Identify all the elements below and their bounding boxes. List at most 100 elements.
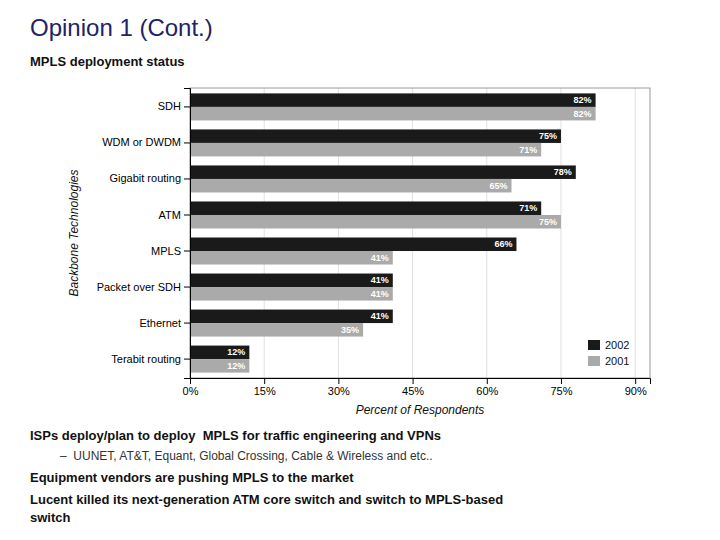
x-tick-mark [264,378,265,384]
x-axis-title: Percent of Respondents [356,403,485,417]
y-tick-label: ATM [159,209,181,221]
x-tick-label: 30% [328,385,350,397]
x-axis: 0% 15% 30% 45% 60% 75% 90% [183,378,651,397]
x-tick-label: 15% [254,385,276,397]
data-label: 41% [371,275,389,285]
y-tick: Terabit routing [111,353,190,365]
data-label: 78% [554,167,572,177]
y-tick-label: Ethernet [139,317,181,329]
annotation-line: switch [30,510,71,525]
x-tick-mark [338,378,339,384]
y-tick: ATM [159,209,190,221]
legend-item: 2001 [588,355,629,367]
y-axis-line [184,89,191,379]
bar [190,274,393,288]
x-tick-label: 75% [550,385,572,397]
plot-frame [190,88,650,378]
x-tick-label: 45% [402,385,424,397]
series [190,107,596,373]
bar [190,323,363,337]
annotation-line: Lucent killed its next-generation ATM co… [30,492,503,507]
legend-label: 2002 [605,339,629,351]
y-tick-mark [184,359,190,360]
bar [190,359,249,373]
data-label: 71% [519,145,537,155]
data-label: 75% [539,131,557,141]
data-label: 82% [574,95,592,105]
y-tick: WDM or DWDM [102,136,190,148]
data-label: 41% [371,253,389,263]
y-tick: Gigabit routing [109,172,190,184]
annotation: Equipment vendors are pushing MPLS to th… [30,470,354,485]
x-tick: 15% [254,378,276,397]
x-axis-line [191,379,651,385]
data-label: 66% [494,239,512,249]
bar [190,310,393,324]
y-axis: SDH WDM or DWDM Gigabit routing ATM MPLS Pack… [97,89,191,379]
y-tick-label: Gigabit routing [109,172,181,184]
y-tick-label: SDH [158,100,181,112]
data-label: 65% [489,181,507,191]
bar [190,251,393,265]
data-label: 12% [227,361,245,371]
data-label: 75% [539,217,557,227]
bar [190,129,561,143]
x-tick-label: 90% [625,385,647,397]
annotation-line: MPLS deployment status [30,54,185,69]
x-tick: 30% [328,378,350,397]
x-tick: 75% [550,378,572,397]
y-tick-label: WDM or DWDM [102,136,181,148]
x-tick-mark [413,378,414,384]
bar [190,238,516,252]
chart: 82% 75% 78% 71% 66% 41% 41% 12% 82% 71% 65% 75% 41% 4… [97,88,651,397]
annotation-line: Equipment vendors are pushing MPLS to th… [30,470,354,485]
y-tick-mark [184,142,190,143]
y-tick-mark [184,323,190,324]
legend: 2002 2001 [588,339,629,367]
data-label: 35% [341,325,359,335]
annotation: MPLS deployment status [30,54,185,69]
x-tick-mark [561,378,562,384]
y-tick-mark [184,287,190,288]
y-tick-mark [184,178,190,179]
bar [190,93,596,107]
bar [190,201,541,215]
y-tick: MPLS [151,245,190,257]
bar [190,143,541,157]
bar [190,165,576,179]
data-label: 82% [574,109,592,119]
title: Opinion 1 (Cont.) [30,14,213,41]
y-tick-label: MPLS [151,245,181,257]
annotation: – UUNET, AT&T, Equant, Global Crossing, … [60,449,433,463]
x-tick-label: 0% [183,385,199,397]
y-tick-label: Packet over SDH [97,281,181,293]
x-tick-mark [487,378,488,384]
bar [190,215,561,229]
x-tick-label: 60% [476,385,498,397]
x-tick: 90% [625,378,647,397]
series [190,93,596,359]
grid [190,88,635,378]
bar [190,107,596,121]
x-tick-mark [635,378,636,384]
x-tick: 45% [402,378,424,397]
data-label: 12% [227,347,245,357]
data-label: 71% [519,203,537,213]
y-tick-mark [184,214,190,215]
x-tick: 0% [183,378,199,397]
data-labels: 82%75%78%71%66%41%41%12%82%71%65%75%41%4… [227,95,591,371]
y-tick-label: Terabit routing [111,353,181,365]
annotation: ISPs deploy/plan to deploy MPLS for traf… [30,428,441,443]
data-label: 41% [371,289,389,299]
bar [190,287,393,301]
legend-swatch [588,356,600,366]
slide: Opinion 1 (Cont.) MPLS deployment status I… [0,0,720,540]
legend-item: 2002 [588,339,629,351]
annotation-line: – UUNET, AT&T, Equant, Global Crossing, … [60,449,433,463]
x-tick: 60% [476,378,498,397]
annotation: Lucent killed its next-generation ATM co… [30,492,503,525]
y-axis-title: Backbone Technologies [67,170,81,297]
bar [190,179,512,193]
annotation-line: ISPs deploy/plan to deploy MPLS for traf… [30,428,441,443]
y-tick: Ethernet [139,317,190,329]
